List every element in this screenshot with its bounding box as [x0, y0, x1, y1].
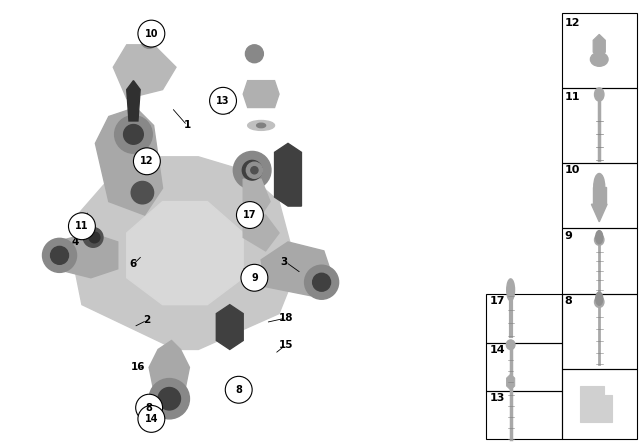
Circle shape — [89, 232, 100, 243]
Text: 4: 4 — [72, 237, 79, 247]
Text: 15: 15 — [278, 340, 293, 350]
Text: 14: 14 — [490, 345, 505, 355]
Circle shape — [158, 388, 180, 410]
Text: 17: 17 — [490, 297, 505, 306]
Bar — [562, 163, 637, 228]
Bar — [562, 294, 637, 369]
Text: 6: 6 — [130, 259, 137, 269]
Circle shape — [115, 116, 152, 153]
Polygon shape — [127, 81, 140, 121]
Polygon shape — [73, 157, 297, 349]
Ellipse shape — [248, 121, 275, 130]
Ellipse shape — [596, 292, 603, 305]
Circle shape — [246, 45, 264, 63]
Circle shape — [83, 228, 103, 247]
Bar — [593, 187, 605, 204]
Polygon shape — [243, 215, 279, 251]
Circle shape — [68, 213, 95, 240]
Polygon shape — [127, 202, 243, 305]
Ellipse shape — [257, 123, 266, 128]
Text: 8: 8 — [146, 403, 152, 413]
Bar — [486, 343, 562, 391]
Circle shape — [237, 202, 264, 228]
Ellipse shape — [595, 297, 604, 307]
Polygon shape — [243, 81, 279, 108]
Polygon shape — [113, 45, 176, 99]
Text: 12: 12 — [564, 17, 580, 28]
Text: 14: 14 — [145, 414, 158, 424]
Bar — [562, 228, 637, 294]
Circle shape — [51, 246, 68, 264]
Polygon shape — [275, 143, 301, 206]
Polygon shape — [243, 179, 270, 215]
Circle shape — [305, 265, 339, 299]
Circle shape — [131, 181, 154, 204]
Circle shape — [138, 405, 165, 432]
Circle shape — [136, 394, 163, 421]
Circle shape — [141, 32, 157, 48]
Circle shape — [507, 279, 515, 301]
Circle shape — [138, 20, 165, 47]
Ellipse shape — [595, 234, 604, 246]
Ellipse shape — [596, 231, 603, 244]
Polygon shape — [95, 108, 163, 215]
Polygon shape — [149, 340, 189, 390]
Text: 7: 7 — [242, 268, 249, 278]
Circle shape — [124, 125, 143, 144]
Circle shape — [251, 167, 258, 174]
Text: 9: 9 — [564, 231, 573, 241]
Text: 11: 11 — [564, 92, 580, 102]
Polygon shape — [593, 34, 605, 58]
Ellipse shape — [595, 88, 604, 101]
Circle shape — [241, 264, 268, 291]
Ellipse shape — [506, 340, 515, 349]
Text: 11: 11 — [75, 221, 89, 231]
Polygon shape — [216, 305, 243, 349]
Text: 18: 18 — [278, 313, 293, 323]
Ellipse shape — [591, 52, 608, 66]
Text: 8: 8 — [564, 297, 573, 306]
Text: 10: 10 — [145, 29, 158, 39]
Circle shape — [133, 148, 160, 175]
Bar — [486, 294, 562, 343]
Text: 2: 2 — [143, 315, 150, 325]
Bar — [562, 369, 637, 439]
Circle shape — [246, 162, 262, 178]
Circle shape — [234, 151, 271, 189]
Polygon shape — [55, 233, 118, 278]
Polygon shape — [507, 374, 515, 390]
Circle shape — [149, 379, 189, 419]
Text: 1: 1 — [184, 121, 191, 130]
Circle shape — [42, 238, 77, 272]
Text: 16: 16 — [131, 362, 145, 372]
Text: 13: 13 — [490, 393, 505, 403]
Text: 8: 8 — [236, 385, 242, 395]
Ellipse shape — [594, 173, 605, 200]
Text: 12: 12 — [140, 156, 154, 166]
Bar — [562, 88, 637, 163]
Text: 5: 5 — [221, 94, 229, 103]
Circle shape — [313, 273, 331, 291]
Text: 13: 13 — [216, 96, 230, 106]
Text: 17: 17 — [243, 210, 257, 220]
Text: 3: 3 — [280, 257, 287, 267]
Circle shape — [243, 160, 262, 180]
Polygon shape — [591, 204, 607, 222]
Bar — [562, 13, 637, 88]
Circle shape — [225, 376, 252, 403]
Polygon shape — [580, 387, 612, 422]
Text: 9: 9 — [251, 273, 258, 283]
Circle shape — [210, 87, 237, 114]
Circle shape — [143, 21, 159, 37]
Text: 10: 10 — [564, 165, 580, 175]
Bar — [486, 391, 562, 439]
Polygon shape — [261, 242, 333, 296]
